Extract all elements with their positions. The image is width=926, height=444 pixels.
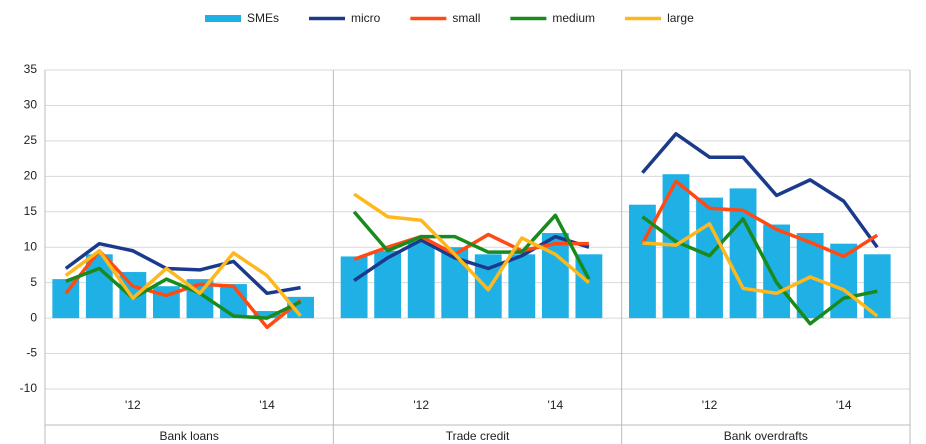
- bar: [508, 254, 536, 319]
- x-tick-label: '12: [702, 398, 718, 412]
- legend-label: medium: [552, 11, 595, 25]
- y-tick-label: 25: [24, 133, 38, 147]
- legend-swatch: [205, 15, 241, 22]
- y-tick-label: 15: [24, 204, 38, 218]
- y-tick-label: 10: [24, 239, 38, 253]
- bar: [374, 250, 402, 319]
- legend-label: large: [667, 11, 694, 25]
- y-tick-label: -5: [26, 346, 37, 360]
- x-tick-label: '12: [413, 398, 429, 412]
- y-tick-label: 35: [24, 62, 38, 76]
- line: [353, 192, 591, 292]
- x-tick-label: '12: [125, 398, 141, 412]
- line: [641, 215, 878, 326]
- x-tick-label: '14: [259, 398, 275, 412]
- y-tick-label: 30: [24, 98, 38, 112]
- bar: [52, 279, 80, 319]
- bar: [253, 311, 281, 319]
- bar: [119, 272, 147, 319]
- panel-label: Bank overdrafts: [724, 429, 808, 443]
- bar: [287, 296, 314, 319]
- bar: [220, 284, 247, 319]
- y-tick-label: 5: [30, 275, 37, 289]
- line: [65, 266, 302, 320]
- line: [640, 179, 879, 259]
- line: [641, 132, 879, 249]
- bar: [763, 224, 791, 319]
- line: [64, 241, 301, 296]
- x-tick-label: '14: [548, 398, 564, 412]
- bar: [407, 241, 435, 319]
- panel-label: Bank loans: [159, 429, 218, 443]
- line: [642, 222, 879, 318]
- legend-label: small: [452, 11, 480, 25]
- y-tick-label: 0: [30, 310, 37, 324]
- bar: [729, 188, 757, 319]
- line: [64, 249, 302, 318]
- legend-label: SMEs: [247, 11, 279, 25]
- line: [353, 234, 590, 282]
- bar: [340, 256, 368, 319]
- y-tick-label: -10: [20, 381, 38, 395]
- line: [352, 210, 591, 280]
- bar: [696, 197, 723, 319]
- x-tick-label: '14: [836, 398, 852, 412]
- legend-label: micro: [351, 11, 381, 25]
- panel-label: Trade credit: [446, 429, 510, 443]
- y-tick-label: 20: [24, 169, 38, 183]
